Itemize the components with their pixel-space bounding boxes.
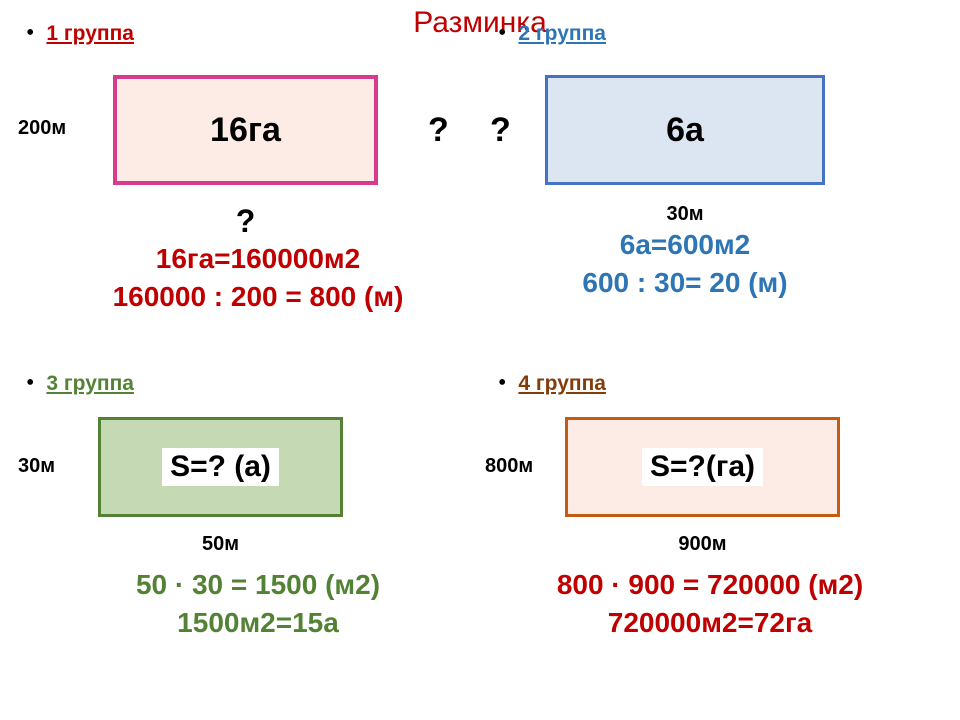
group3-rect-value: S=? (а) xyxy=(162,448,279,486)
group4-solution: 800 · 900 = 720000 (м2) 720000м2=72га xyxy=(470,566,950,642)
group3-rect: S=? (а) xyxy=(98,417,343,517)
group1-height-label: 200м xyxy=(18,117,66,140)
group4-rect-value: S=?(га) xyxy=(642,448,763,486)
group3-solution-line1: 50 · 30 = 1500 (м2) xyxy=(18,566,498,604)
group3-solution: 50 · 30 = 1500 (м2) 1500м2=15а xyxy=(18,566,498,642)
bullet-icon: • xyxy=(26,370,34,397)
group2-height-question: ? xyxy=(490,111,511,150)
group3-figure: 30м S=? (а) xyxy=(18,417,498,525)
group4-solution-line2: 720000м2=72га xyxy=(470,604,950,642)
group1-header: • 1 группа xyxy=(18,20,498,47)
group3-width-label: 50м xyxy=(98,533,343,556)
group2-label: 2 группа xyxy=(518,22,606,46)
group2-rect: 6а xyxy=(545,75,825,185)
problem-group-3: • 3 группа 30м S=? (а) 50м 50 · 30 = 150… xyxy=(18,370,498,642)
group1-rect-value: 16га xyxy=(210,111,281,150)
problem-group-4: • 4 группа 800м S=?(га) 900м 800 · 900 =… xyxy=(490,370,950,642)
group3-label: 3 группа xyxy=(46,372,134,396)
group4-label: 4 группа xyxy=(518,372,606,396)
group2-solution-line2: 600 : 30= 20 (м) xyxy=(420,264,950,302)
group2-figure: ? 6а xyxy=(490,75,950,195)
group3-solution-line2: 1500м2=15а xyxy=(18,604,498,642)
bullet-icon: • xyxy=(498,20,506,47)
group4-solution-line1: 800 · 900 = 720000 (м2) xyxy=(470,566,950,604)
bullet-icon: • xyxy=(498,370,506,397)
group1-label: 1 группа xyxy=(46,22,134,46)
bullet-icon: • xyxy=(26,20,34,47)
group2-header: • 2 группа xyxy=(490,20,950,47)
group4-figure: 800м S=?(га) xyxy=(490,417,950,525)
group1-figure: 200м 16га ? xyxy=(18,75,498,195)
group4-header: • 4 группа xyxy=(490,370,950,397)
problem-group-2: • 2 группа ? 6а 30м 6а=600м2 600 : 30= 2… xyxy=(490,20,950,302)
group4-height-label: 800м xyxy=(485,455,533,478)
group3-height-label: 30м xyxy=(18,455,55,478)
group1-width-label: ? xyxy=(113,203,378,240)
group1-right-question: ? xyxy=(428,111,449,150)
group2-rect-value: 6а xyxy=(666,111,704,150)
group1-rect: 16га xyxy=(113,75,378,185)
group4-rect: S=?(га) xyxy=(565,417,840,517)
group2-width-label: 30м xyxy=(545,203,825,226)
group4-width-label: 900м xyxy=(565,533,840,556)
group2-solution-line1: 6а=600м2 xyxy=(420,226,950,264)
group3-header: • 3 группа xyxy=(18,370,498,397)
group2-solution: 6а=600м2 600 : 30= 20 (м) xyxy=(420,226,950,302)
